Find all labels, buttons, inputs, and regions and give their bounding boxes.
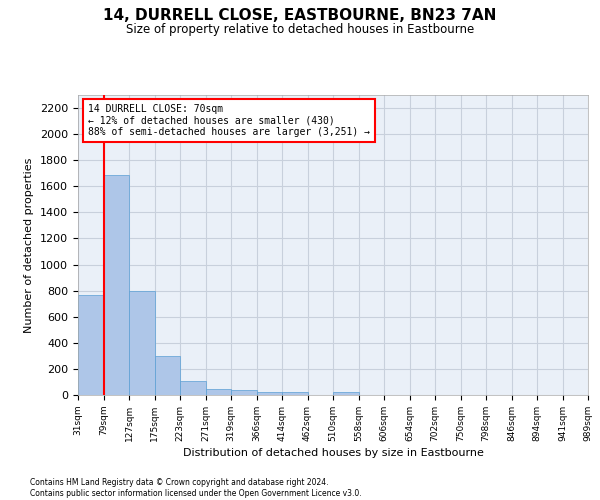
Bar [129,290,155,395]
Text: Size of property relative to detached houses in Eastbourne: Size of property relative to detached ho… [126,22,474,36]
Bar [155,356,180,395]
Y-axis label: Number of detached properties: Number of detached properties [25,158,34,332]
Bar [104,174,129,395]
Bar [333,392,359,395]
Bar [231,390,257,395]
Text: Contains HM Land Registry data © Crown copyright and database right 2024.
Contai: Contains HM Land Registry data © Crown c… [30,478,362,498]
Text: 14, DURRELL CLOSE, EASTBOURNE, BN23 7AN: 14, DURRELL CLOSE, EASTBOURNE, BN23 7AN [103,8,497,22]
Bar [257,392,282,395]
X-axis label: Distribution of detached houses by size in Eastbourne: Distribution of detached houses by size … [182,448,484,458]
Bar [282,392,308,395]
Text: 14 DURRELL CLOSE: 70sqm
← 12% of detached houses are smaller (430)
88% of semi-d: 14 DURRELL CLOSE: 70sqm ← 12% of detache… [88,104,370,137]
Bar [180,380,205,395]
Bar [205,389,231,395]
Bar [78,294,104,395]
